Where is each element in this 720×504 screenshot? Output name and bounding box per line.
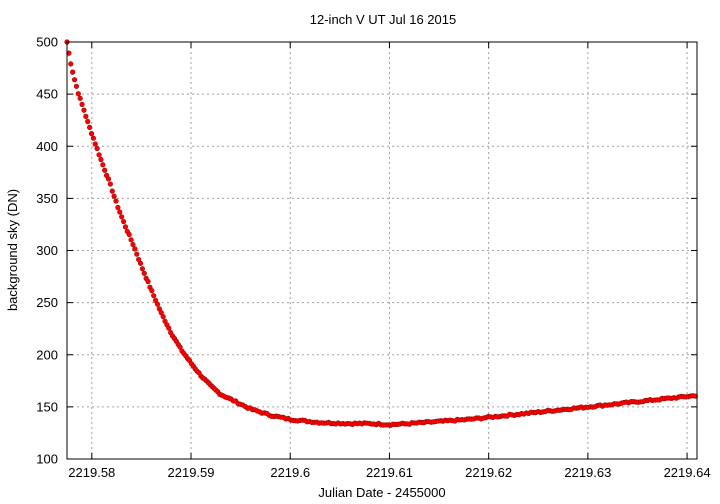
data-point: [107, 181, 113, 187]
x-tick-label: 2219.62: [465, 465, 512, 480]
data-point: [77, 95, 83, 101]
x-tick-label: 2219.58: [68, 465, 115, 480]
y-tick-label: 100: [36, 452, 58, 467]
data-point: [85, 118, 91, 125]
y-tick-label: 300: [36, 243, 58, 258]
y-tick-label: 450: [36, 87, 58, 102]
y-tick-label: 500: [36, 35, 58, 50]
data-point: [111, 193, 117, 199]
data-point: [79, 101, 85, 107]
axis-ticks: [67, 41, 697, 460]
data-point: [151, 293, 157, 299]
x-tick-label: 2219.63: [564, 465, 611, 480]
data-point: [102, 167, 108, 173]
y-tick-label: 250: [36, 295, 58, 310]
data-point: [119, 214, 125, 220]
x-tick-label: 2219.64: [664, 465, 711, 480]
data-point: [145, 278, 151, 285]
data-point: [73, 83, 80, 89]
data-point: [88, 131, 95, 137]
data-point: [134, 251, 140, 257]
data-point: [75, 91, 81, 97]
data-point: [126, 231, 132, 238]
data-point: [139, 266, 145, 272]
data-point: [109, 188, 115, 194]
data-point: [166, 325, 172, 331]
data-point: [122, 224, 129, 230]
y-axis-title: background sky (DN): [5, 189, 20, 311]
data-point: [154, 301, 161, 307]
data-point: [117, 209, 123, 215]
data-point: [160, 313, 166, 320]
x-tick-label: 2219.59: [168, 465, 215, 480]
data-point: [132, 246, 138, 252]
y-tick-labels: 100 150 200 250 300 350 400 450 500: [36, 35, 58, 467]
y-tick-label: 350: [36, 191, 58, 206]
data-points: [64, 39, 698, 428]
y-tick-label: 150: [36, 399, 58, 414]
data-point: [149, 288, 155, 294]
data-point: [94, 145, 100, 152]
grid-lines: [67, 42, 697, 459]
data-point: [115, 204, 121, 211]
data-point: [120, 218, 127, 225]
data-point: [92, 141, 98, 147]
chart-title: 12-inch V UT Jul 16 2015: [310, 12, 456, 27]
x-tick-label: 2219.6: [270, 465, 310, 480]
data-point: [81, 107, 87, 113]
data-point: [87, 124, 93, 130]
data-point: [68, 61, 74, 67]
data-point: [96, 152, 102, 158]
y-tick-label: 200: [36, 347, 58, 362]
data-point: [90, 135, 96, 141]
data-point: [70, 69, 76, 75]
data-point: [100, 162, 106, 168]
data-point: [105, 176, 112, 182]
data-point: [98, 156, 104, 163]
data-point: [113, 198, 119, 204]
data-point: [130, 241, 136, 248]
data-point: [71, 77, 78, 83]
data-point: [83, 113, 89, 119]
data-point: [692, 393, 698, 399]
x-tick-labels: 2219.58 2219.59 2219.6 2219.61 2219.62 2219.6…: [68, 465, 710, 480]
y-tick-label: 400: [36, 139, 58, 154]
x-axis-title: Julian Date - 2455000: [318, 485, 445, 500]
data-point: [141, 270, 147, 276]
x-tick-label: 2219.61: [366, 465, 413, 480]
data-point: [137, 260, 144, 266]
data-point: [128, 237, 134, 243]
